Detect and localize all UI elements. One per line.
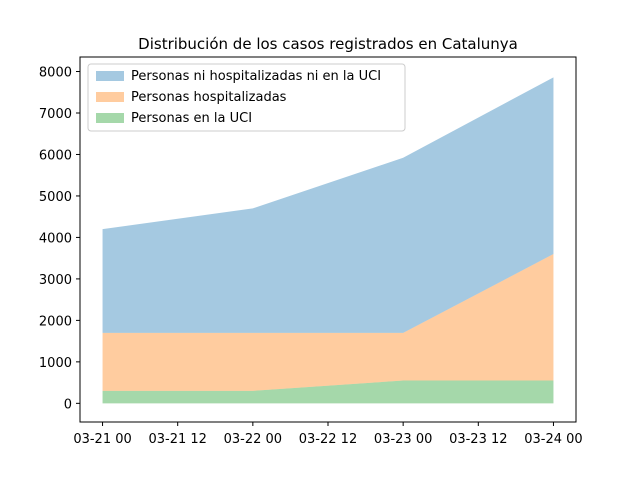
legend-swatch bbox=[96, 92, 124, 102]
area-personas-en-la-uci bbox=[102, 380, 554, 404]
x-tick-label: 03-22 00 bbox=[224, 432, 282, 447]
y-tick-label: 6000 bbox=[39, 148, 72, 163]
y-tick-label: 1000 bbox=[39, 356, 72, 371]
x-tick-label: 03-23 00 bbox=[374, 432, 432, 447]
x-tick-label: 03-23 12 bbox=[449, 432, 507, 447]
legend-label: Personas en la UCI bbox=[131, 111, 252, 126]
y-tick-label: 4000 bbox=[39, 231, 72, 246]
y-tick-label: 2000 bbox=[39, 314, 72, 329]
legend-swatch bbox=[96, 71, 124, 81]
y-axis: 0 1000 2000 3000 4000 5000 6000 7000 8000 bbox=[39, 66, 80, 412]
area-personas-hospitalizadas bbox=[102, 254, 554, 391]
y-tick-label: 7000 bbox=[39, 107, 72, 122]
legend-swatch bbox=[96, 113, 124, 123]
y-tick-label: 8000 bbox=[39, 66, 72, 81]
x-tick-label: 03-21 12 bbox=[148, 432, 206, 447]
y-tick-label: 3000 bbox=[39, 273, 72, 288]
legend-box bbox=[87, 63, 406, 132]
area-personas-ni-hospitalizadas-ni-en-la-uci bbox=[102, 77, 554, 333]
legend-label: Personas hospitalizadas bbox=[131, 90, 287, 105]
x-tick-label: 03-24 00 bbox=[524, 432, 582, 447]
legend-label: Personas ni hospitalizadas ni en la UCI bbox=[131, 69, 381, 84]
y-tick-label: 0 bbox=[64, 397, 72, 412]
legend: Personas ni hospitalizadas ni en la UCI P… bbox=[87, 63, 406, 132]
areas-layer bbox=[102, 77, 554, 404]
x-tick-label: 03-21 00 bbox=[73, 432, 131, 447]
chart-title: Distribución de los casos registrados en… bbox=[138, 35, 518, 53]
x-tick-label: 03-22 12 bbox=[299, 432, 357, 447]
y-tick-label: 5000 bbox=[39, 190, 72, 205]
x-axis: 03-21 00 03-21 12 03-22 00 03-22 12 03-23 00… bbox=[73, 422, 583, 447]
